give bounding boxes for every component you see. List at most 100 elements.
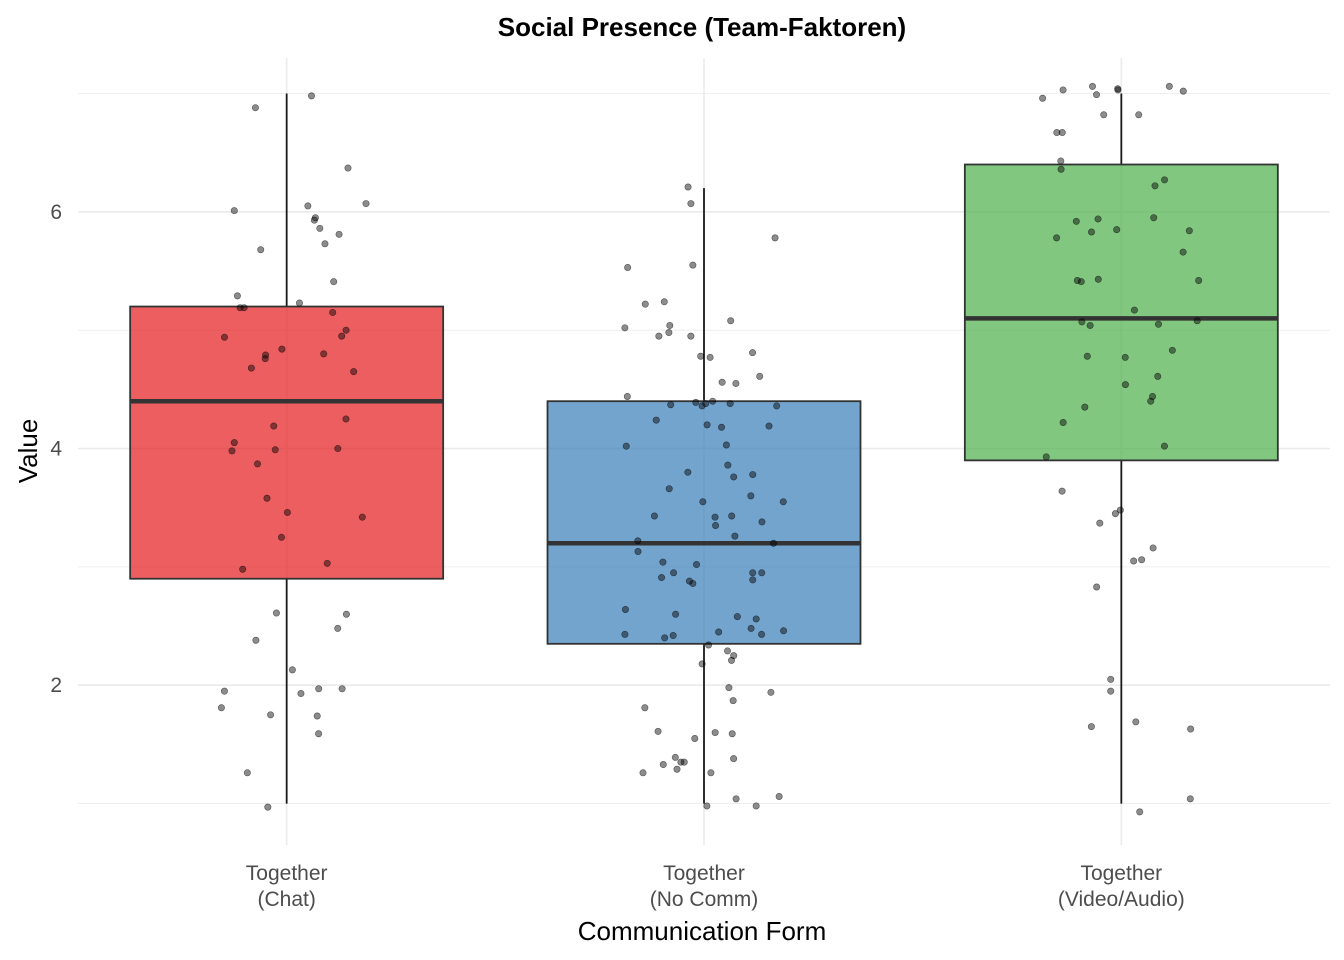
- data-point: [659, 761, 667, 769]
- data-point: [1168, 346, 1176, 354]
- data-point: [672, 610, 680, 618]
- data-point: [621, 324, 629, 332]
- data-point: [634, 537, 642, 545]
- data-point: [362, 200, 370, 208]
- data-point: [1096, 519, 1104, 527]
- data-point: [1121, 381, 1129, 389]
- data-point: [1160, 442, 1168, 450]
- data-point: [342, 610, 350, 618]
- data-point: [669, 632, 677, 640]
- data-point: [1132, 718, 1140, 726]
- data-point: [295, 299, 303, 307]
- data-point: [330, 278, 338, 286]
- data-point: [1165, 82, 1173, 90]
- data-point: [658, 574, 666, 582]
- data-point: [693, 561, 701, 569]
- data-point: [252, 636, 260, 644]
- data-point: [624, 263, 632, 271]
- data-point: [316, 224, 324, 232]
- data-point: [749, 349, 757, 357]
- data-point: [1077, 278, 1085, 286]
- data-point: [659, 558, 667, 566]
- data-point: [230, 439, 238, 447]
- data-point: [338, 685, 346, 693]
- data-point: [730, 755, 738, 763]
- data-point: [639, 769, 647, 777]
- data-point: [1058, 129, 1066, 137]
- data-point: [724, 461, 732, 469]
- data-point: [731, 532, 739, 540]
- data-point: [758, 630, 766, 638]
- data-point: [712, 521, 720, 529]
- data-point: [661, 634, 669, 642]
- data-point: [654, 727, 662, 735]
- data-point: [320, 350, 328, 358]
- data-point: [217, 704, 225, 712]
- data-point: [718, 423, 726, 431]
- data-point: [1078, 318, 1086, 326]
- y-axis-ticks: 2 4 6: [50, 201, 62, 697]
- data-point: [228, 447, 236, 455]
- data-point: [313, 712, 321, 720]
- data-point: [350, 368, 358, 376]
- data-point: [728, 512, 736, 520]
- data-point: [652, 416, 660, 424]
- data-point: [263, 494, 271, 502]
- data-point: [257, 246, 265, 254]
- x-tick-label-line1: Together: [246, 862, 328, 885]
- data-point: [773, 402, 781, 410]
- data-point: [1081, 403, 1089, 411]
- data-point: [1193, 317, 1201, 325]
- data-point: [680, 758, 688, 766]
- data-point: [752, 802, 760, 810]
- data-point: [621, 605, 629, 613]
- data-point: [732, 379, 740, 387]
- data-point: [747, 492, 755, 500]
- data-point: [1116, 506, 1124, 514]
- data-point: [733, 613, 741, 621]
- data-point: [691, 734, 699, 742]
- data-point: [1039, 94, 1047, 102]
- data-point: [623, 392, 631, 400]
- data-point: [254, 460, 262, 468]
- box-iqr: [129, 305, 445, 580]
- data-point: [262, 351, 270, 359]
- data-point: [1093, 91, 1101, 99]
- data-point: [334, 624, 342, 632]
- data-point: [698, 402, 706, 410]
- data-point: [698, 660, 706, 668]
- data-point: [1042, 453, 1050, 461]
- data-point: [264, 803, 272, 811]
- data-point: [1154, 372, 1162, 380]
- data-point: [1135, 111, 1143, 119]
- data-point: [230, 207, 238, 215]
- data-point: [1059, 86, 1067, 94]
- data-point: [711, 729, 719, 737]
- data-point: [692, 398, 700, 406]
- data-point: [622, 442, 630, 450]
- data-point: [641, 704, 649, 712]
- data-point: [315, 685, 323, 693]
- data-point: [1059, 419, 1067, 427]
- data-point: [752, 615, 760, 623]
- data-point: [342, 326, 350, 334]
- data-point: [335, 230, 343, 238]
- data-point: [1053, 129, 1061, 137]
- data-point: [1100, 111, 1108, 119]
- data-point: [304, 202, 312, 210]
- data-point: [1179, 248, 1187, 256]
- data-point: [272, 609, 280, 617]
- data-point: [1179, 87, 1187, 95]
- x-tick-label-line1: Together: [1080, 862, 1162, 885]
- data-point: [1138, 556, 1146, 564]
- data-point: [703, 421, 711, 429]
- data-point: [315, 730, 323, 738]
- data-point: [687, 200, 695, 208]
- data-point: [641, 300, 649, 308]
- data-point: [655, 332, 663, 340]
- data-point: [334, 445, 342, 453]
- data-point: [247, 364, 255, 372]
- data-point: [1147, 397, 1155, 405]
- data-point: [1107, 675, 1115, 683]
- data-point: [1114, 86, 1122, 94]
